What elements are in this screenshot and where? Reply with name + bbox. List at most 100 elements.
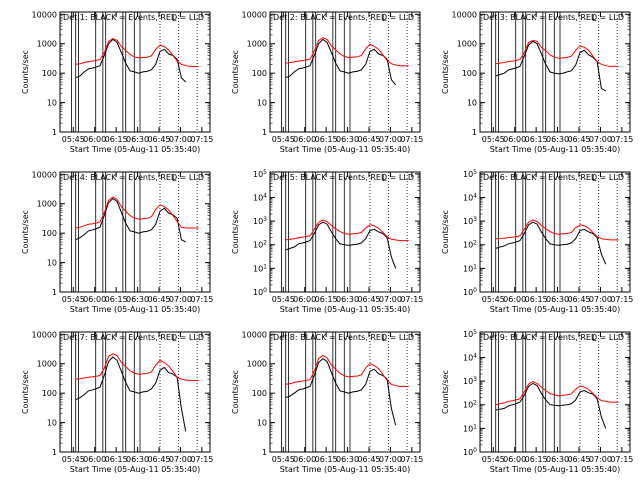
chart-title: Det 2: BLACK = Events, RED = LLD [273,13,414,22]
y-axis-label: Counts/sec [21,210,30,254]
y-tick-label: 1000 [37,40,57,49]
x-tick-label: 06:45 [357,455,380,464]
y-tick-label: 100 [463,447,477,457]
x-tick-label: 07:15 [400,135,423,144]
corner-mark: L [382,14,387,23]
x-axis-label: Start Time (05-Aug-11 05:35:40) [280,465,411,474]
x-tick-label: 07:00 [379,455,402,464]
x-tick-label: 07:15 [190,295,213,304]
lld-series-line [75,196,199,229]
chart-title: Det 7: BLACK = Events, RED = LLD [63,333,204,342]
y-tick-label: 10000 [242,10,267,19]
lld-series-line [495,39,619,67]
y-tick-label: 104 [463,192,477,202]
x-tick-label: 05:45 [482,295,505,304]
chart-title: Det 8: BLACK = Events, RED = LLD [273,333,414,342]
y-tick-label: 103 [253,216,267,226]
x-tick-label: 06:15 [315,295,338,304]
y-tick-label: 10000 [242,330,267,339]
x-tick-label: 07:00 [379,295,402,304]
events-series-line [285,221,397,269]
x-tick-label: 06:00 [293,455,316,464]
x-tick-label: 05:45 [482,135,505,144]
y-tick-label: 10 [47,259,57,268]
x-tick-label: 07:00 [169,455,192,464]
y-tick-label: 10 [257,99,267,108]
chart-title: Det 9: BLACK = Events, RED = LLD [483,333,624,342]
x-tick-label: 07:00 [589,135,612,144]
plot-frame [269,171,421,293]
x-tick-label: 06:15 [525,455,548,464]
y-tick-label: 1 [262,128,267,137]
y-axis-label: Counts/sec [21,370,30,414]
chart-title: Det 4: BLACK = Events, RED = LLD [63,173,204,182]
y-tick-label: 105 [463,169,477,179]
y-axis-label: Counts/sec [441,210,450,254]
x-tick-label: 06:30 [336,455,359,464]
lld-series-line [285,219,409,242]
events-series-line [495,382,607,429]
y-tick-label: 102 [463,400,477,410]
x-tick-label: 07:00 [169,135,192,144]
events-series-line [495,221,607,265]
plot-frame [59,171,211,293]
corner-mark: L [592,334,597,343]
y-tick-label: 100 [462,69,477,78]
y-tick-label: 103 [463,376,477,386]
y-tick-label: 1 [262,448,267,457]
x-tick-label: 06:45 [357,295,380,304]
x-tick-label: 05:45 [272,455,295,464]
y-tick-label: 100 [42,69,57,78]
x-tick-label: 05:45 [62,135,85,144]
x-tick-label: 06:00 [293,295,316,304]
x-tick-label: 07:00 [169,295,192,304]
y-tick-label: 10000 [32,170,57,179]
x-tick-label: 06:00 [503,295,526,304]
x-tick-label: 07:15 [400,455,423,464]
x-tick-label: 07:15 [400,295,423,304]
y-tick-label: 1 [52,128,57,137]
x-tick-label: 05:45 [482,455,505,464]
plot-frame [479,171,631,293]
y-axis-label: Counts/sec [441,370,450,414]
y-tick-label: 1 [472,128,477,137]
x-tick-label: 06:30 [546,455,569,464]
events-series-line [75,197,186,243]
y-axis-label: Counts/sec [231,370,240,414]
y-tick-label: 101 [463,263,477,273]
y-tick-label: 100 [252,389,267,398]
x-tick-label: 06:45 [567,295,590,304]
x-tick-label: 07:15 [190,455,213,464]
events-series-line [75,356,187,432]
y-tick-label: 10 [47,419,57,428]
chart-title: Det 3: BLACK = Events, RED = LLD [483,13,624,22]
x-tick-label: 06:15 [525,295,548,304]
x-tick-label: 06:30 [336,295,359,304]
x-tick-label: 07:00 [589,455,612,464]
y-tick-label: 1000 [37,200,57,209]
y-tick-label: 103 [463,216,477,226]
y-tick-label: 1000 [247,360,267,369]
x-tick-label: 06:00 [83,295,106,304]
x-axis-label: Start Time (05-Aug-11 05:35:40) [70,305,201,314]
x-tick-label: 05:45 [272,295,295,304]
x-tick-label: 07:00 [379,135,402,144]
y-axis-label: Counts/sec [231,50,240,94]
x-tick-label: 06:15 [105,455,128,464]
x-tick-label: 06:00 [503,455,526,464]
x-tick-label: 06:30 [336,135,359,144]
x-tick-label: 07:15 [610,135,633,144]
x-tick-label: 07:15 [190,135,213,144]
y-tick-label: 102 [463,240,477,250]
x-axis-label: Start Time (05-Aug-11 05:35:40) [280,145,411,154]
x-tick-label: 05:45 [62,295,85,304]
x-tick-label: 06:30 [126,295,149,304]
y-tick-label: 1 [52,288,57,297]
x-axis-label: Start Time (05-Aug-11 05:35:40) [70,145,201,154]
corner-mark: L [592,174,597,183]
